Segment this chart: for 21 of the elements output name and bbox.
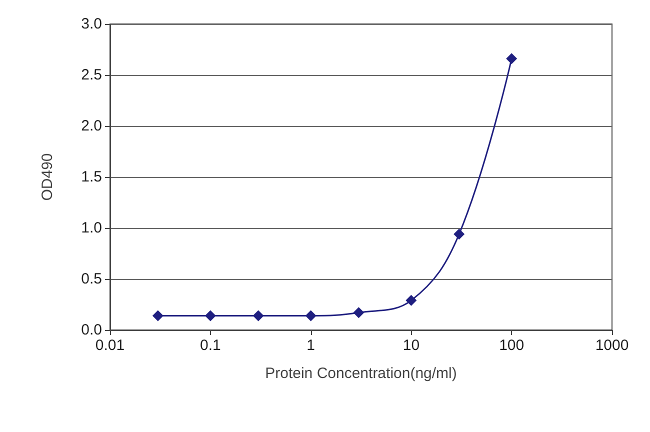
y-tick-label: 1.5: [81, 168, 102, 186]
point: [252, 310, 264, 322]
point: [305, 310, 316, 322]
y-tick-label: 2.5: [81, 66, 102, 84]
y-tick-label: 3.0: [81, 16, 102, 32]
x-tick-label: 100: [499, 337, 524, 354]
point: [506, 53, 518, 64]
x-axis-title: Protein Concentration(ng/ml): [265, 365, 457, 382]
y-axis-title: OD490: [39, 153, 56, 201]
y-tick-label: 1.0: [81, 220, 102, 236]
y-tick-label: 0.0: [81, 322, 102, 338]
y-tick-label: 0.5: [81, 270, 102, 288]
x-tick-label: 1000: [595, 337, 629, 354]
x-tick-label: 0.1: [200, 337, 221, 354]
x-tick-label: 10: [402, 337, 420, 354]
x-tick-label: 1: [306, 337, 315, 354]
y-tick-label: 2.0: [81, 118, 102, 134]
point: [406, 294, 417, 306]
point: [353, 307, 364, 318]
point: [152, 310, 164, 322]
x-tick-label: 0.01: [95, 337, 125, 354]
